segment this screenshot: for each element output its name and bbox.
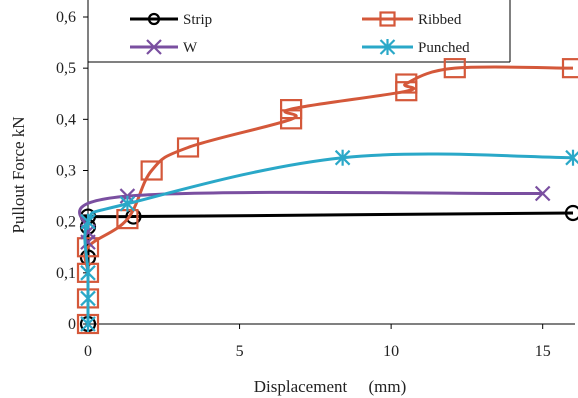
x-axis-title: Displacement (mm) xyxy=(254,377,407,396)
legend-item-w: W xyxy=(130,39,198,56)
data-point-strip xyxy=(564,204,578,222)
legend-label-w: W xyxy=(183,40,198,56)
series-line-strip xyxy=(79,211,574,325)
data-point-punched xyxy=(80,316,96,332)
legend-marker-strip xyxy=(147,12,161,26)
data-point-ribbed xyxy=(176,137,200,158)
legend-label-ribbed: Ribbed xyxy=(418,12,462,28)
x-tick-label: 0 xyxy=(84,343,92,360)
y-tick-label: 0,6 xyxy=(56,9,76,26)
y-tick-label: 0,2 xyxy=(56,214,76,231)
legend-item-punched: Punched xyxy=(362,39,470,56)
data-point-punched xyxy=(80,290,96,307)
data-point-punched xyxy=(119,195,136,212)
legend-item-ribbed: Ribbed xyxy=(362,11,462,28)
y-axis-title: Pullout Force kN xyxy=(9,116,28,233)
legend-marker-ribbed xyxy=(379,11,396,27)
data-point-ribbed xyxy=(279,98,303,120)
data-point-punched xyxy=(334,149,351,166)
legend-item-strip: Strip xyxy=(130,12,212,28)
data-point-ribbed xyxy=(140,160,163,181)
y-tick-label: 0,1 xyxy=(56,265,76,282)
y-tick-label: 0,4 xyxy=(56,111,76,128)
series-strip xyxy=(79,204,578,333)
x-tick-label: 5 xyxy=(236,343,244,360)
series-punched xyxy=(80,149,578,332)
legend-label-punched: Punched xyxy=(418,40,470,56)
data-point-ribbed xyxy=(76,237,100,258)
legend-label-strip: Strip xyxy=(183,12,212,28)
x-tick-label: 15 xyxy=(535,343,551,360)
y-tick-label: 0 xyxy=(68,316,76,333)
data-point-ribbed xyxy=(279,109,303,130)
y-tick-label: 0,3 xyxy=(56,163,76,180)
data-point-ribbed xyxy=(443,58,466,79)
data-point-ribbed xyxy=(395,73,418,94)
series-layer xyxy=(76,58,578,335)
data-point-punched xyxy=(80,213,96,230)
x-tick-label: 10 xyxy=(383,343,399,360)
data-point-punched xyxy=(80,264,96,281)
legend: Strip Ribbed W Punched xyxy=(87,0,511,63)
axes: 0 0,1 0,2 0,3 0,4 0,5 0,6 0 5 10 15 xyxy=(56,9,575,360)
data-point-w xyxy=(534,185,551,202)
data-point-ribbed xyxy=(561,58,578,79)
y-tick-label: 0,5 xyxy=(56,60,76,77)
legend-marker-w xyxy=(146,39,162,55)
legend-marker-punched xyxy=(379,39,396,55)
